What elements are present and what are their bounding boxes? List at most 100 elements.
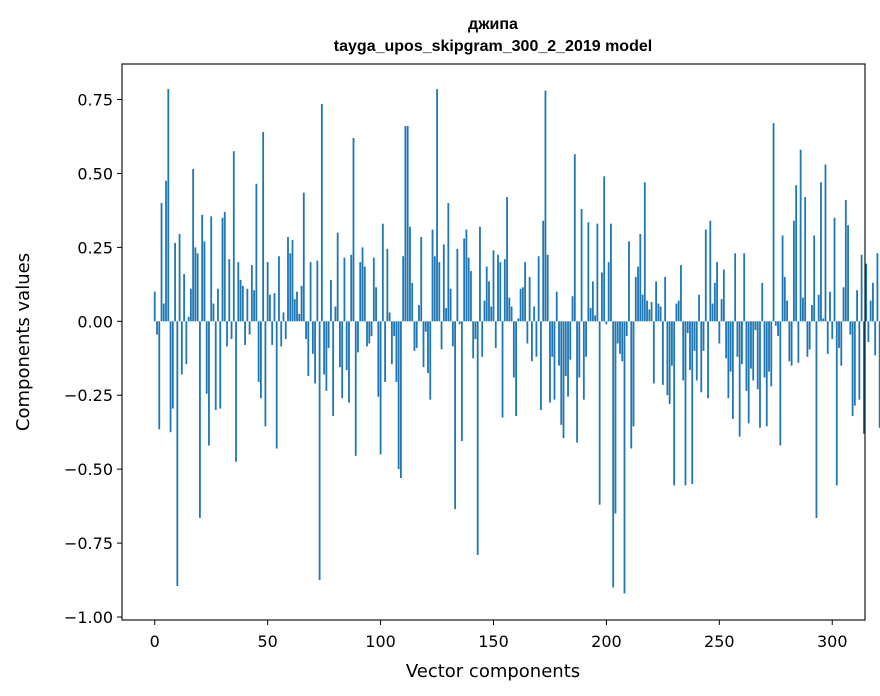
bar xyxy=(345,321,348,371)
bar xyxy=(765,321,768,427)
bar xyxy=(259,321,262,399)
bar xyxy=(427,321,429,374)
bar xyxy=(666,321,669,396)
bar xyxy=(551,321,554,357)
bar xyxy=(250,265,253,322)
bar xyxy=(716,262,718,322)
bar xyxy=(393,321,396,337)
bar xyxy=(826,321,829,354)
bar xyxy=(747,321,750,424)
bar xyxy=(244,321,246,345)
bar xyxy=(436,89,438,322)
bar xyxy=(422,321,425,368)
bar xyxy=(549,321,551,403)
bar xyxy=(625,321,628,337)
bar xyxy=(357,321,359,353)
y-tick-label: 0.75 xyxy=(77,90,113,109)
bar xyxy=(792,220,795,322)
bar xyxy=(856,290,858,322)
bar xyxy=(646,300,648,322)
bar xyxy=(795,185,798,322)
bar xyxy=(835,321,838,486)
bar xyxy=(605,321,608,325)
bar xyxy=(657,303,660,322)
bar xyxy=(578,321,581,378)
bar xyxy=(781,235,784,322)
bar xyxy=(512,321,515,378)
y-tick-label: 0.00 xyxy=(77,312,113,331)
bar xyxy=(668,321,671,405)
x-axis-ticks: 0 50 100 150 200 250 300 xyxy=(150,620,848,651)
bar xyxy=(804,197,807,322)
bar xyxy=(379,321,382,455)
bar xyxy=(199,321,201,518)
bar xyxy=(585,321,587,357)
bar xyxy=(671,321,673,366)
bar xyxy=(490,306,493,322)
bar xyxy=(402,256,405,322)
bar xyxy=(499,262,502,322)
bar xyxy=(817,294,820,322)
bar xyxy=(165,180,167,322)
bar xyxy=(607,262,610,322)
bars-group xyxy=(153,89,880,594)
bar xyxy=(454,321,457,510)
bar xyxy=(291,239,294,322)
bar xyxy=(874,321,877,356)
bar xyxy=(300,285,303,322)
bar xyxy=(214,321,217,411)
bar xyxy=(413,321,416,351)
bar xyxy=(219,321,222,409)
bar xyxy=(752,321,755,381)
bar xyxy=(689,321,691,371)
bar xyxy=(628,241,630,322)
bar xyxy=(720,299,723,322)
bar xyxy=(445,307,447,322)
bar xyxy=(287,237,289,322)
bar xyxy=(722,269,725,322)
bar xyxy=(788,321,791,362)
bar xyxy=(858,321,861,400)
y-tick-label: −0.25 xyxy=(64,386,113,405)
bar xyxy=(343,257,346,322)
bar xyxy=(388,312,391,322)
bar xyxy=(537,256,540,322)
bar xyxy=(476,321,479,555)
bar xyxy=(275,321,278,449)
bar xyxy=(700,321,703,393)
bar xyxy=(702,321,705,351)
bar xyxy=(339,321,341,368)
bar xyxy=(761,282,764,322)
bar xyxy=(738,321,741,437)
bar xyxy=(183,273,186,322)
bar xyxy=(359,262,362,322)
bar xyxy=(463,238,466,322)
bar xyxy=(641,294,644,322)
y-tick-label: 0.50 xyxy=(77,164,113,183)
bar xyxy=(217,288,219,322)
bar xyxy=(680,265,682,322)
bar xyxy=(815,321,818,518)
bar xyxy=(544,90,547,322)
bar xyxy=(811,305,813,322)
bar xyxy=(840,321,843,366)
bar xyxy=(311,321,314,354)
bar xyxy=(661,321,664,385)
bar xyxy=(232,151,235,322)
bar xyxy=(797,321,800,363)
bar xyxy=(643,182,646,322)
y-tick-label: −1.00 xyxy=(64,608,113,627)
y-axis-ticks: −1.00 −0.75 −0.50 −0.25 0.00 0.25 0.50 0.75 xyxy=(64,90,122,627)
bar xyxy=(447,203,450,322)
bar xyxy=(704,229,707,322)
bar xyxy=(483,300,486,322)
bar xyxy=(372,257,375,322)
bar xyxy=(284,321,287,340)
bar xyxy=(847,225,849,322)
bar xyxy=(555,291,558,322)
bar xyxy=(833,217,836,322)
bar xyxy=(750,321,752,369)
bar xyxy=(691,321,694,484)
bar xyxy=(178,234,181,322)
x-tick-label: 200 xyxy=(591,632,622,651)
